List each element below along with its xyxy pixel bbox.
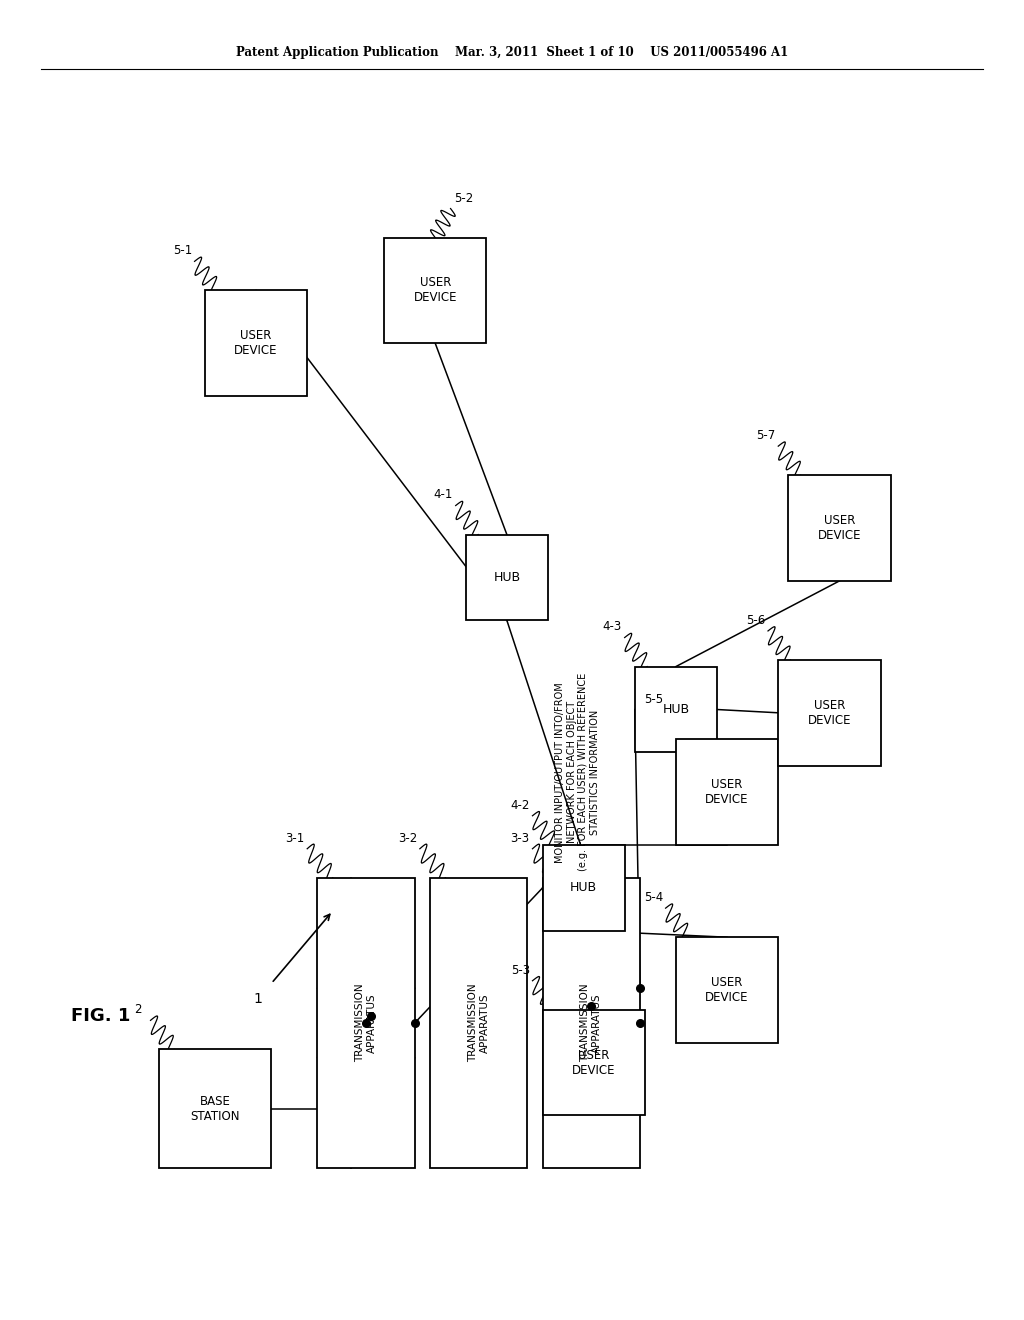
Text: USER
DEVICE: USER DEVICE xyxy=(414,276,457,305)
Text: HUB: HUB xyxy=(494,572,520,583)
Text: 4-3: 4-3 xyxy=(603,620,622,634)
Text: Patent Application Publication    Mar. 3, 2011  Sheet 1 of 10    US 2011/0055496: Patent Application Publication Mar. 3, 2… xyxy=(236,46,788,59)
Bar xyxy=(543,845,625,931)
Text: USER
DEVICE: USER DEVICE xyxy=(234,329,278,358)
Text: 5-6: 5-6 xyxy=(746,614,765,627)
Text: 2: 2 xyxy=(134,1003,142,1016)
Text: USER
DEVICE: USER DEVICE xyxy=(572,1048,615,1077)
Text: BASE
STATION: BASE STATION xyxy=(190,1094,240,1123)
Bar xyxy=(384,238,486,343)
Text: TRANSMISSION
APPARATUS: TRANSMISSION APPARATUS xyxy=(355,983,377,1063)
Text: USER
DEVICE: USER DEVICE xyxy=(808,698,851,727)
Bar xyxy=(778,660,881,766)
Text: USER
DEVICE: USER DEVICE xyxy=(706,975,749,1005)
Bar xyxy=(466,535,548,620)
Text: 5-7: 5-7 xyxy=(757,429,775,442)
Text: 4-1: 4-1 xyxy=(434,488,453,502)
Text: 5-5: 5-5 xyxy=(644,693,663,706)
Bar xyxy=(159,1049,271,1168)
Text: USER
DEVICE: USER DEVICE xyxy=(818,513,861,543)
Bar xyxy=(676,937,778,1043)
Text: 5-3: 5-3 xyxy=(511,964,529,977)
Text: 3-1: 3-1 xyxy=(286,832,304,845)
Bar xyxy=(205,290,307,396)
Text: 3-2: 3-2 xyxy=(398,832,417,845)
Bar xyxy=(430,878,527,1168)
Bar xyxy=(543,1010,645,1115)
Bar xyxy=(676,739,778,845)
Text: 5-1: 5-1 xyxy=(173,244,191,257)
Text: TRANSMISSION
APPARATUS: TRANSMISSION APPARATUS xyxy=(468,983,489,1063)
Text: 5-2: 5-2 xyxy=(455,191,473,205)
Text: FIG. 1: FIG. 1 xyxy=(71,1007,130,1026)
Text: 1: 1 xyxy=(254,993,262,1006)
Text: HUB: HUB xyxy=(570,882,597,894)
Text: MONITOR INPUT/OUTPUT INTO/FROM
NETWORK FOR EACH OBJECT
(e.g. FOR EACH USER) WITH: MONITOR INPUT/OUTPUT INTO/FROM NETWORK F… xyxy=(555,673,600,871)
Text: TRANSMISSION
APPARATUS: TRANSMISSION APPARATUS xyxy=(581,983,602,1063)
Text: 5-4: 5-4 xyxy=(644,891,663,904)
Bar xyxy=(543,878,640,1168)
Text: 3-3: 3-3 xyxy=(511,832,529,845)
Bar xyxy=(788,475,891,581)
Text: HUB: HUB xyxy=(663,704,689,715)
Text: 4-2: 4-2 xyxy=(511,799,529,812)
Bar xyxy=(635,667,717,752)
Text: USER
DEVICE: USER DEVICE xyxy=(706,777,749,807)
Bar xyxy=(317,878,415,1168)
